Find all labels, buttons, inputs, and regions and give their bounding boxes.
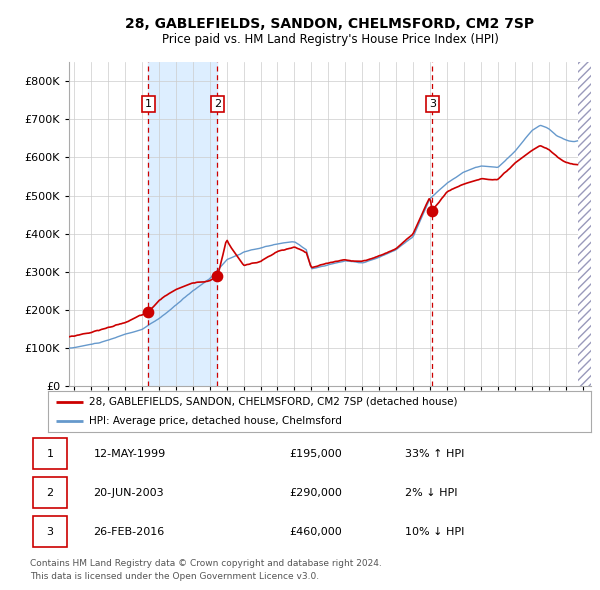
Text: 3: 3 [428,99,436,109]
Text: 2: 2 [46,488,53,497]
Text: 33% ↑ HPI: 33% ↑ HPI [406,449,465,458]
Text: Contains HM Land Registry data © Crown copyright and database right 2024.: Contains HM Land Registry data © Crown c… [30,559,382,568]
Text: £290,000: £290,000 [289,488,343,497]
Text: 1: 1 [145,99,152,109]
Text: 1: 1 [46,449,53,458]
Text: 3: 3 [46,527,53,536]
Text: 20-JUN-2003: 20-JUN-2003 [94,488,164,497]
Point [143,307,153,317]
Text: Price paid vs. HM Land Registry's House Price Index (HPI): Price paid vs. HM Land Registry's House … [161,33,499,46]
Text: 2% ↓ HPI: 2% ↓ HPI [406,488,458,497]
Bar [148,62,217,386]
Text: 2: 2 [214,99,221,109]
Point [212,271,222,280]
Point [427,206,437,215]
Text: 12-MAY-1999: 12-MAY-1999 [94,449,166,458]
Bar [578,62,591,386]
Text: HPI: Average price, detached house, Chelmsford: HPI: Average price, detached house, Chel… [89,416,341,426]
Text: 28, GABLEFIELDS, SANDON, CHELMSFORD, CM2 7SP: 28, GABLEFIELDS, SANDON, CHELMSFORD, CM2… [125,17,535,31]
FancyBboxPatch shape [33,516,67,547]
Text: This data is licensed under the Open Government Licence v3.0.: This data is licensed under the Open Gov… [30,572,319,581]
Text: 26-FEB-2016: 26-FEB-2016 [94,527,165,536]
Text: £195,000: £195,000 [289,449,342,458]
FancyBboxPatch shape [33,477,67,508]
Text: 10% ↓ HPI: 10% ↓ HPI [406,527,465,536]
Text: 28, GABLEFIELDS, SANDON, CHELMSFORD, CM2 7SP (detached house): 28, GABLEFIELDS, SANDON, CHELMSFORD, CM2… [89,396,457,407]
FancyBboxPatch shape [33,438,67,469]
Bar [578,62,591,386]
Text: £460,000: £460,000 [289,527,342,536]
